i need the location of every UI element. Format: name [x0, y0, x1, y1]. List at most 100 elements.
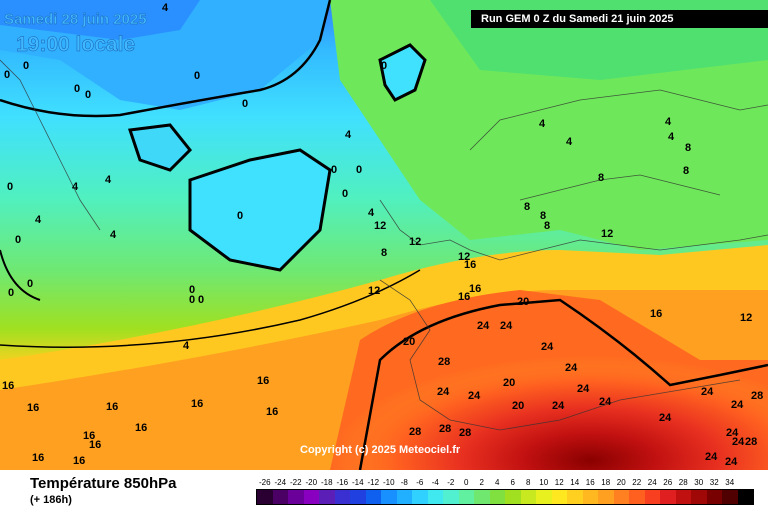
isotherm-label: 0 [198, 294, 205, 306]
variable-title: Température 850hPa [30, 475, 177, 492]
isotherm-label: 4 [72, 181, 79, 193]
color-scale-tick: 2 [479, 478, 484, 487]
color-scale-tick: -26 [258, 478, 271, 487]
isotherm-label: 16 [32, 452, 45, 464]
color-scale-cell [505, 490, 521, 504]
isotherm-label: 24 [565, 362, 578, 374]
isotherm-label: 8 [685, 142, 692, 154]
color-scale-cell [381, 490, 397, 504]
weather-map: Samedi 28 juin 2025 19:00 locale Run GEM… [0, 0, 768, 470]
isotherm-label: 0 [237, 210, 244, 222]
isotherm-label: 8 [381, 247, 388, 259]
isotherm-label: 24 [731, 399, 744, 411]
isotherm-label: 28 [439, 423, 452, 435]
isotherm-label: 8 [540, 210, 547, 222]
isotherm-label: 20 [512, 400, 525, 412]
isotherm-label: 16 [469, 283, 482, 295]
color-scale-tick: -10 [382, 478, 395, 487]
isotherm-label: 0 [74, 83, 81, 95]
isotherm-label: 28 [409, 426, 422, 438]
isotherm-label: 0 [381, 60, 388, 72]
isotherm-label: 0 [27, 278, 34, 290]
isotherm-label: 16 [191, 398, 204, 410]
color-scale-tick: 0 [464, 478, 469, 487]
color-scale-tick: 20 [616, 478, 626, 487]
map-footer: Température 850hPa (+ 186h) -26 -24 -22 -20… [0, 470, 768, 512]
isotherm-label: 24 [468, 390, 481, 402]
isotherm-label: 0 [4, 69, 11, 81]
isotherm-label: 8 [524, 201, 531, 213]
isotherm-label: 4 [110, 229, 117, 241]
isotherm-label: 24 [705, 451, 718, 463]
isotherm-label: 24 [701, 386, 714, 398]
isotherm-label: 0 [189, 284, 196, 296]
isotherm-label: 0 [242, 98, 249, 110]
isotherm-label: 16 [106, 401, 119, 413]
isotherm-label: 4 [539, 118, 546, 130]
isotherm-label: 16 [464, 259, 477, 271]
color-scale-cell [675, 490, 691, 504]
isotherm-label: 24 [477, 320, 490, 332]
color-scale-tick: -8 [400, 478, 408, 487]
color-scale-cell [412, 490, 428, 504]
color-scale-cell [520, 490, 536, 504]
isotherm-label: 0 [356, 164, 363, 176]
isotherm-label: 4 [183, 340, 190, 352]
isotherm-label: 16 [458, 291, 471, 303]
isotherm-label: 8 [544, 220, 551, 232]
isotherm-label: 20 [403, 336, 416, 348]
color-scale-tick: 12 [554, 478, 564, 487]
color-scale-cell [257, 490, 273, 504]
color-scale-cell [427, 490, 443, 504]
color-scale-tick: 24 [647, 478, 657, 487]
color-scale-cell [706, 490, 722, 504]
isotherm-label: 24 [726, 427, 739, 439]
color-scale-cell [365, 490, 381, 504]
color-scale-cell [474, 490, 490, 504]
color-scale-tick: -16 [336, 478, 349, 487]
color-scale-cell [644, 490, 660, 504]
color-scale-cell [334, 490, 350, 504]
color-scale-cell [660, 490, 676, 504]
isotherm-label: 24 [552, 400, 565, 412]
color-scale-cell [489, 490, 505, 504]
isotherm-label: 4 [345, 129, 352, 141]
color-scale-cell [613, 490, 629, 504]
isotherm-label: 0 [85, 89, 92, 101]
isotherm-label: 12 [740, 312, 753, 324]
isotherm-label: 4 [566, 136, 573, 148]
isotherm-label: 16 [650, 308, 663, 320]
color-scale-tick: -2 [447, 478, 455, 487]
color-scale-tick: -12 [367, 478, 380, 487]
color-scale-tick: 10 [539, 478, 549, 487]
isotherm-label: 8 [598, 172, 605, 184]
isotherm-label: 0 [23, 60, 30, 72]
color-scale-tick: 6 [510, 478, 515, 487]
copyright-text: Copyright (c) 2025 Meteociel.fr [300, 444, 461, 456]
color-scale-tick: -24 [274, 478, 287, 487]
color-scale-tick: 16 [585, 478, 595, 487]
isotherm-label: 28 [438, 356, 451, 368]
color-scale-cell [598, 490, 614, 504]
isotherm-label: 24 [577, 383, 590, 395]
isotherm-label: 12 [368, 285, 381, 297]
isotherm-label: 12 [374, 220, 387, 232]
color-scale-tick: 26 [663, 478, 673, 487]
color-scale-tick: -6 [416, 478, 424, 487]
color-scale-cell [629, 490, 645, 504]
isotherm-label: 0 [15, 234, 22, 246]
color-scale-tick: 28 [678, 478, 688, 487]
color-scale-bar [256, 489, 754, 505]
valid-time-label: 19:00 locale [16, 33, 136, 57]
color-scale-tick: -20 [305, 478, 318, 487]
color-scale-tick: 4 [495, 478, 500, 487]
color-scale-cell [443, 490, 459, 504]
isotherm-label: 16 [257, 375, 270, 387]
color-scale-cell [551, 490, 567, 504]
color-scale-cell [691, 490, 707, 504]
isotherm-label: 24 [732, 436, 745, 448]
color-scale-tick: -4 [431, 478, 439, 487]
color-scale-tick: 22 [632, 478, 642, 487]
isotherm-label: 28 [751, 390, 764, 402]
color-scale-tick: -14 [351, 478, 364, 487]
